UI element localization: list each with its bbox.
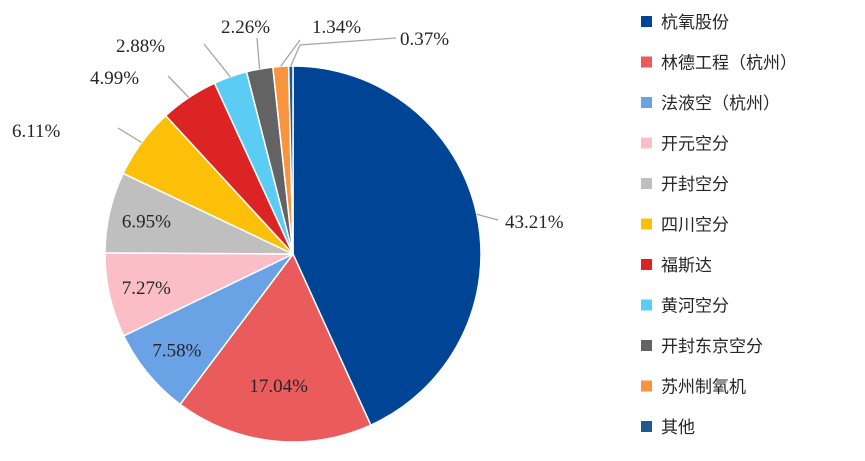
legend-label: 福斯达: [661, 256, 712, 276]
pie-slice: [292, 65, 482, 427]
legend-label: 四川空分: [661, 216, 729, 236]
slice-value-label: 1.34%: [312, 17, 361, 38]
pie-slice: [287, 65, 294, 255]
legend-label: 杭氧股份: [661, 13, 729, 33]
leader-line: [203, 43, 231, 78]
leader-line: [167, 75, 190, 98]
leader-line: [117, 127, 142, 144]
legend-swatch: [641, 259, 652, 270]
slice-value-label: 6.11%: [12, 121, 61, 142]
leader-line: [476, 213, 499, 221]
slice-value-label: 2.26%: [221, 17, 270, 38]
legend-label: 法液空（杭州）: [661, 94, 780, 114]
legend-swatch: [641, 178, 652, 189]
legend-swatch: [641, 137, 652, 149]
leader-line: [290, 37, 397, 67]
legend-swatch: [641, 299, 652, 311]
leader-line: [280, 39, 301, 67]
legend-swatch: [641, 16, 652, 27]
slice-value-label: 2.88%: [116, 36, 165, 57]
slice-value-label: 6.95%: [122, 212, 171, 233]
legend-swatch: [641, 340, 652, 351]
legend-label: 苏州制氧机: [661, 378, 746, 398]
slice-value-label: 17.04%: [249, 376, 308, 397]
legend-label: 林德工程（杭州）: [661, 54, 797, 74]
slice-value-label: 7.58%: [152, 341, 201, 362]
slice-value-label: 4.99%: [90, 68, 139, 89]
legend-label: 黄河空分: [661, 297, 729, 317]
legend-label: 开封空分: [661, 175, 729, 195]
legend-swatch: [641, 421, 652, 432]
data-labels: 43.21% 17.04% 7.58% 7.27% 6.95% 6.11% 4.99% 2.8…: [12, 17, 564, 397]
legend-label: 其他: [661, 418, 695, 438]
leader-lines: [117, 37, 499, 221]
slice-value-label: 43.21%: [505, 212, 564, 233]
pie-slices: [104, 65, 482, 443]
pie-slice: [179, 252, 372, 443]
legend-swatch: [641, 380, 652, 392]
legend-swatch: [641, 97, 652, 108]
leader-line: [256, 37, 261, 70]
slice-value-label: 0.37%: [400, 29, 449, 50]
legend-swatch: [641, 56, 652, 68]
slice-value-label: 7.27%: [122, 278, 171, 299]
legend-label: 开元空分: [661, 135, 729, 155]
legend-swatch: [641, 218, 652, 230]
legend-label: 开封东京空分: [661, 337, 763, 357]
